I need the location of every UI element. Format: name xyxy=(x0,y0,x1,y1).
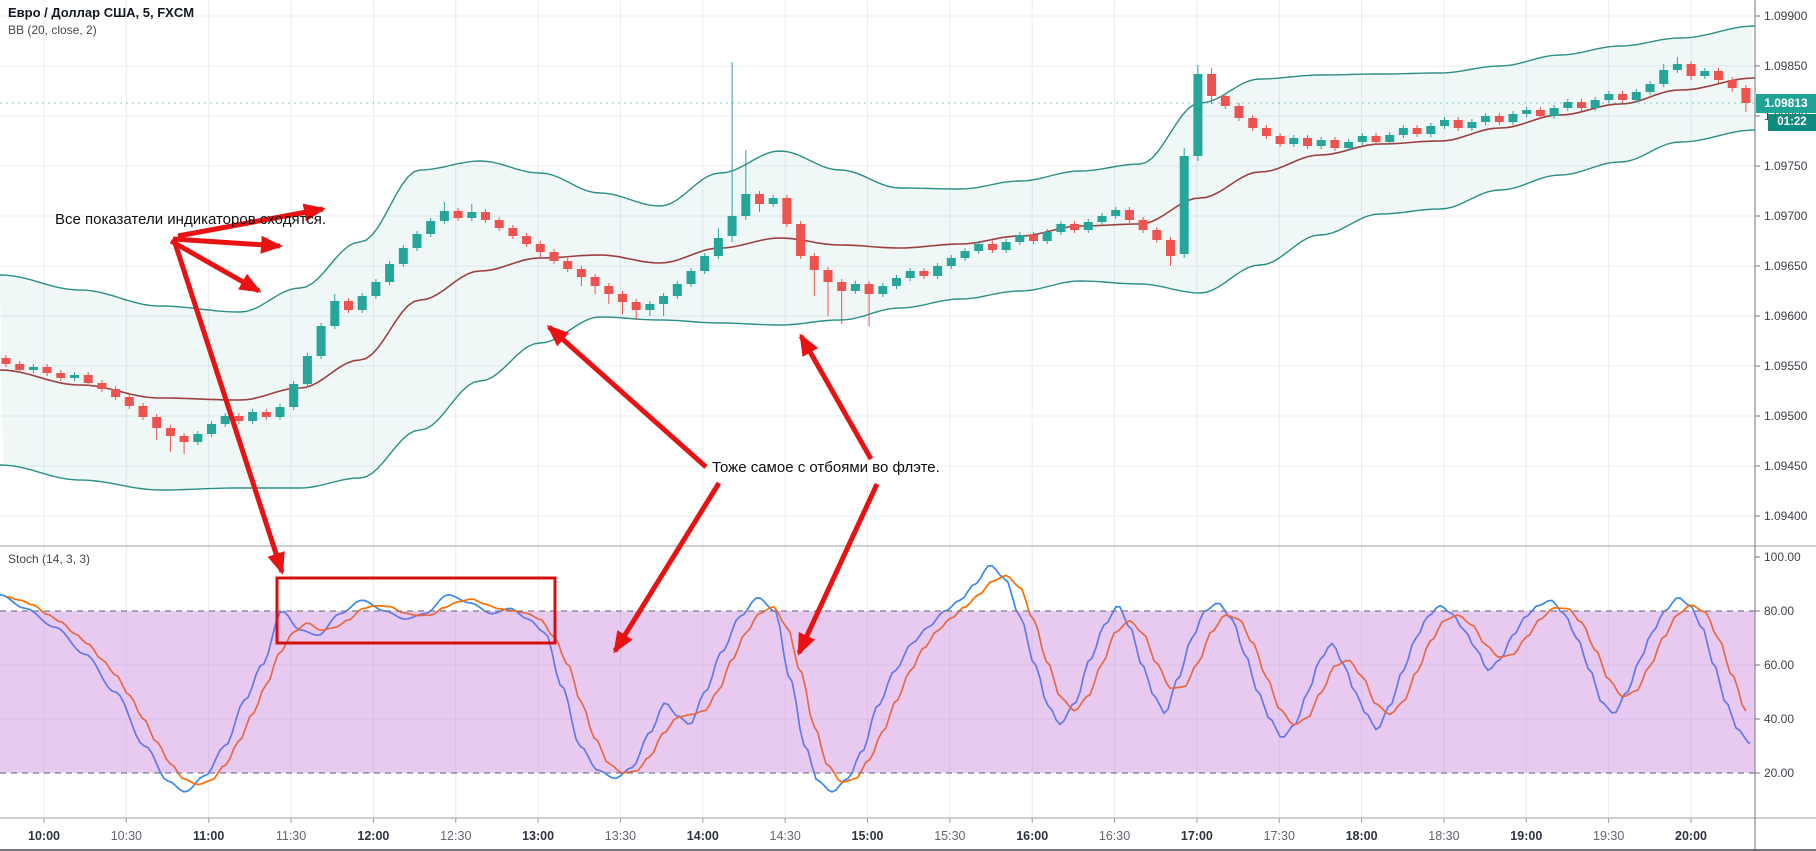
svg-text:1.09400: 1.09400 xyxy=(1764,509,1808,523)
svg-text:14:30: 14:30 xyxy=(770,829,801,843)
annotation-text-flat[interactable]: Тоже самое с отбоями во флэте. xyxy=(712,459,940,476)
drawing-arrows[interactable] xyxy=(169,203,880,656)
svg-text:20.00: 20.00 xyxy=(1764,766,1794,780)
svg-text:1.09600: 1.09600 xyxy=(1764,309,1808,323)
drawing-rectangle[interactable] xyxy=(275,576,557,645)
svg-text:10:00: 10:00 xyxy=(28,829,60,843)
svg-text:100.00: 100.00 xyxy=(1764,550,1801,564)
bb-lower-line xyxy=(0,129,1755,491)
arrow[interactable] xyxy=(796,482,880,656)
svg-text:11:00: 11:00 xyxy=(193,829,224,843)
svg-text:19:30: 19:30 xyxy=(1593,829,1624,843)
svg-text:18:30: 18:30 xyxy=(1428,829,1459,843)
arrow[interactable] xyxy=(172,242,285,575)
svg-text:1.09850: 1.09850 xyxy=(1764,59,1808,73)
annotation-text-converge[interactable]: Все показатели индикаторов сходятся. xyxy=(55,211,327,228)
arrow[interactable] xyxy=(169,238,262,294)
svg-text:40.00: 40.00 xyxy=(1764,712,1794,726)
svg-text:20:00: 20:00 xyxy=(1675,829,1707,843)
svg-text:18:00: 18:00 xyxy=(1346,829,1378,843)
last-price-badge[interactable]: 1.09813 xyxy=(1756,94,1816,113)
svg-text:15:30: 15:30 xyxy=(934,829,965,843)
stoch-indicator-legend[interactable]: Stoch (14, 3, 3) xyxy=(8,552,91,566)
svg-text:11:30: 11:30 xyxy=(276,829,306,843)
svg-text:14:00: 14:00 xyxy=(687,829,719,843)
gridlines xyxy=(0,0,1755,818)
svg-text:10:30: 10:30 xyxy=(111,829,142,843)
svg-text:1.09900: 1.09900 xyxy=(1764,9,1808,23)
svg-text:13:00: 13:00 xyxy=(522,829,554,843)
arrow[interactable] xyxy=(546,325,708,469)
svg-text:16:30: 16:30 xyxy=(1099,829,1130,843)
arrow[interactable] xyxy=(172,235,283,254)
svg-text:12:00: 12:00 xyxy=(357,829,389,843)
svg-text:1.09550: 1.09550 xyxy=(1764,359,1808,373)
svg-text:19:00: 19:00 xyxy=(1510,829,1542,843)
svg-text:15:00: 15:00 xyxy=(852,829,884,843)
arrow[interactable] xyxy=(612,481,722,654)
svg-text:1.09500: 1.09500 xyxy=(1764,409,1808,423)
bb-upper-line xyxy=(0,25,1755,313)
svg-text:12:30: 12:30 xyxy=(440,829,471,843)
svg-text:80.00: 80.00 xyxy=(1764,604,1794,618)
bb-indicator-legend[interactable]: BB (20, close, 2) xyxy=(8,23,97,37)
svg-text:17:30: 17:30 xyxy=(1264,829,1295,843)
symbol-title[interactable]: Евро / Доллар США, 5, FXCM xyxy=(8,5,195,20)
svg-text:13:30: 13:30 xyxy=(605,829,636,843)
arrow[interactable] xyxy=(798,333,874,461)
stoch-band-fill xyxy=(0,611,1755,773)
time-axis[interactable]: 10:00 10:30 11:00 11:30 12:00 12:30 13:00 13:30… xyxy=(28,818,1707,843)
stoch-d-line xyxy=(5,574,1747,786)
candles-layer xyxy=(1,57,1751,454)
arrow[interactable] xyxy=(177,203,326,239)
svg-text:16:00: 16:00 xyxy=(1016,829,1048,843)
stoch-k-line xyxy=(0,564,1751,793)
svg-text:1.09700: 1.09700 xyxy=(1764,209,1808,223)
svg-text:1.09750: 1.09750 xyxy=(1764,159,1808,173)
bb-fill xyxy=(0,26,1755,490)
svg-text:1.09650: 1.09650 xyxy=(1764,259,1808,273)
bar-countdown-badge: 01:22 xyxy=(1768,114,1816,131)
svg-text:1.09450: 1.09450 xyxy=(1764,459,1808,473)
svg-text:60.00: 60.00 xyxy=(1764,658,1794,672)
svg-text:17:00: 17:00 xyxy=(1181,829,1213,843)
